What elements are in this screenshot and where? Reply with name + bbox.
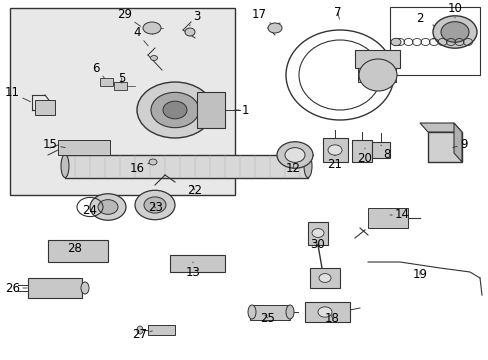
Bar — [114, 82, 127, 90]
Circle shape — [276, 142, 312, 168]
Text: 17: 17 — [251, 9, 270, 23]
Text: 20: 20 — [357, 148, 372, 165]
Bar — [309, 268, 339, 288]
Text: 27: 27 — [132, 328, 152, 342]
Text: 9: 9 — [452, 139, 467, 152]
Circle shape — [137, 82, 213, 138]
Ellipse shape — [285, 305, 293, 319]
Text: 26: 26 — [5, 282, 27, 294]
Bar — [351, 140, 371, 162]
Text: 11: 11 — [5, 86, 30, 102]
Ellipse shape — [267, 23, 282, 33]
Bar — [58, 140, 110, 155]
Text: 29: 29 — [117, 9, 141, 26]
Circle shape — [98, 200, 118, 214]
Ellipse shape — [247, 305, 256, 319]
Bar — [307, 222, 327, 245]
Circle shape — [151, 92, 199, 128]
Text: 15: 15 — [43, 139, 65, 152]
Circle shape — [440, 22, 468, 42]
Text: 4: 4 — [133, 27, 148, 46]
Circle shape — [285, 148, 305, 162]
Bar — [170, 255, 224, 272]
Ellipse shape — [149, 159, 157, 165]
Text: 5: 5 — [118, 72, 125, 85]
Text: 13: 13 — [185, 262, 200, 279]
Bar — [371, 142, 389, 158]
Text: 1: 1 — [234, 104, 249, 117]
Bar — [389, 7, 479, 75]
Text: 10: 10 — [447, 1, 462, 18]
Bar — [357, 68, 395, 82]
Polygon shape — [419, 123, 461, 132]
Text: 19: 19 — [412, 269, 427, 282]
Text: 16: 16 — [130, 162, 149, 175]
Text: 12: 12 — [285, 162, 300, 175]
Bar — [28, 278, 82, 298]
Bar — [197, 92, 224, 128]
Circle shape — [90, 194, 126, 220]
Bar — [65, 155, 307, 178]
Circle shape — [327, 145, 341, 155]
Text: 24: 24 — [82, 203, 100, 216]
Text: 7: 7 — [334, 6, 341, 19]
Bar — [323, 138, 347, 162]
Circle shape — [311, 229, 324, 237]
Bar — [249, 305, 289, 320]
Text: 18: 18 — [325, 311, 339, 324]
Circle shape — [390, 38, 400, 46]
Ellipse shape — [184, 28, 195, 36]
Text: 14: 14 — [389, 208, 409, 221]
Polygon shape — [453, 123, 461, 162]
Ellipse shape — [81, 282, 89, 294]
Ellipse shape — [304, 154, 311, 177]
Text: 23: 23 — [148, 202, 163, 215]
Ellipse shape — [137, 326, 142, 334]
Ellipse shape — [142, 22, 161, 34]
Circle shape — [317, 307, 331, 317]
Text: 6: 6 — [92, 62, 104, 78]
Ellipse shape — [150, 55, 157, 60]
Text: 3: 3 — [189, 9, 200, 26]
Bar — [427, 132, 461, 162]
Circle shape — [143, 197, 165, 213]
Text: 21: 21 — [327, 155, 342, 171]
Text: 30: 30 — [310, 239, 325, 252]
Circle shape — [432, 16, 476, 48]
Bar — [48, 240, 108, 262]
Bar — [148, 325, 175, 335]
Text: 22: 22 — [187, 184, 202, 197]
Bar — [35, 100, 55, 115]
Circle shape — [318, 274, 330, 282]
Ellipse shape — [61, 154, 69, 177]
Bar — [367, 208, 407, 228]
Ellipse shape — [358, 59, 396, 91]
Bar — [354, 50, 399, 68]
Text: 8: 8 — [380, 145, 389, 162]
Text: 25: 25 — [260, 311, 274, 324]
Bar — [10, 8, 235, 195]
Bar — [305, 302, 349, 322]
Text: 28: 28 — [67, 242, 82, 255]
Text: 2: 2 — [415, 12, 423, 24]
Circle shape — [163, 101, 186, 119]
Circle shape — [135, 190, 175, 220]
Bar — [100, 78, 113, 86]
